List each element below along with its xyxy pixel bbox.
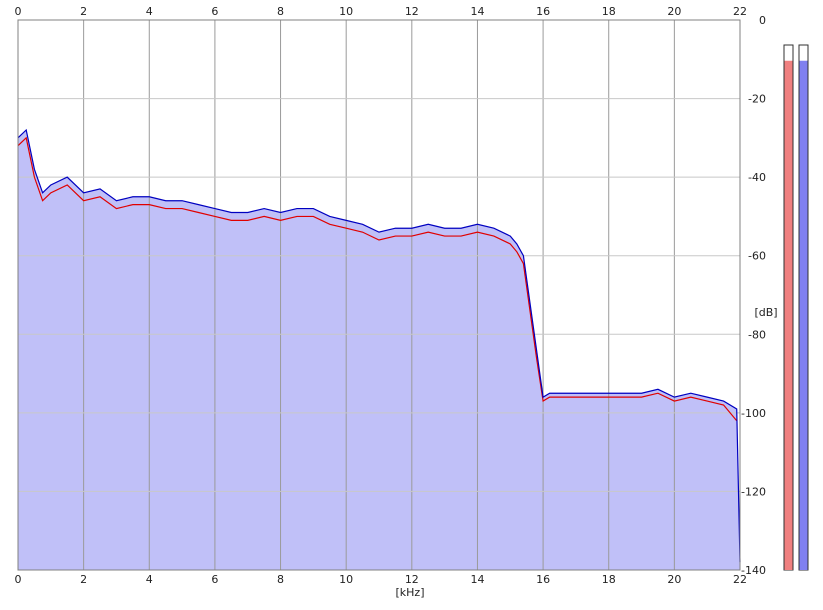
x-tick-label-top: 20 <box>667 5 681 18</box>
x-tick-label-bottom: 22 <box>733 573 747 586</box>
y-tick-label: -60 <box>748 250 766 263</box>
y-axis-ticks: 0 -20 -40 -60 -80 -100 -120 -140 <box>741 14 766 577</box>
level-meter-fill <box>799 60 808 570</box>
x-tick-label-bottom: 6 <box>211 573 218 586</box>
x-axis-label: [kHz] <box>396 586 425 599</box>
x-tick-label-top: 18 <box>602 5 616 18</box>
level-meters <box>783 44 809 571</box>
x-tick-label-bottom: 16 <box>536 573 550 586</box>
series-line <box>17 128 741 563</box>
y-tick-label: -80 <box>748 328 766 341</box>
spectrum-series <box>17 128 741 563</box>
x-tick-label-bottom: 8 <box>277 573 284 586</box>
x-tick-label-bottom: 10 <box>339 573 353 586</box>
x-tick-label-top: 2 <box>80 5 87 18</box>
x-tick-label-bottom: 4 <box>146 573 153 586</box>
x-tick-label-bottom: 0 <box>15 573 22 586</box>
x-tick-label-bottom: 12 <box>405 573 419 586</box>
spectrum-fill <box>18 130 740 570</box>
x-tick-label-top: 12 <box>405 5 419 18</box>
y-tick-label: -140 <box>741 564 766 577</box>
x-tick-label-top: 16 <box>536 5 550 18</box>
series-line <box>17 136 738 422</box>
x-tick-label-top: 0 <box>15 5 22 18</box>
spectrum-area <box>18 130 740 570</box>
y-axis-label: [dB] <box>754 306 777 319</box>
x-tick-label-bottom: 2 <box>80 573 87 586</box>
x-tick-label-top: 14 <box>470 5 484 18</box>
level-meter-fill <box>784 60 793 570</box>
plot-border <box>17 19 741 571</box>
y-tick-label: -100 <box>741 407 766 420</box>
y-tick-label: -20 <box>748 93 766 106</box>
x-tick-label-top: 10 <box>339 5 353 18</box>
x-tick-label-top: 6 <box>211 5 218 18</box>
x-tick-label-top: 22 <box>733 5 747 18</box>
y-tick-label: 0 <box>759 14 766 27</box>
x-tick-label-bottom: 14 <box>470 573 484 586</box>
x-tick-label-bottom: 20 <box>667 573 681 586</box>
y-tick-label: -120 <box>741 485 766 498</box>
x-tick-label-top: 4 <box>146 5 153 18</box>
x-tick-label-top: 8 <box>277 5 284 18</box>
y-tick-label: -40 <box>748 171 766 184</box>
x-tick-label-bottom: 18 <box>602 573 616 586</box>
